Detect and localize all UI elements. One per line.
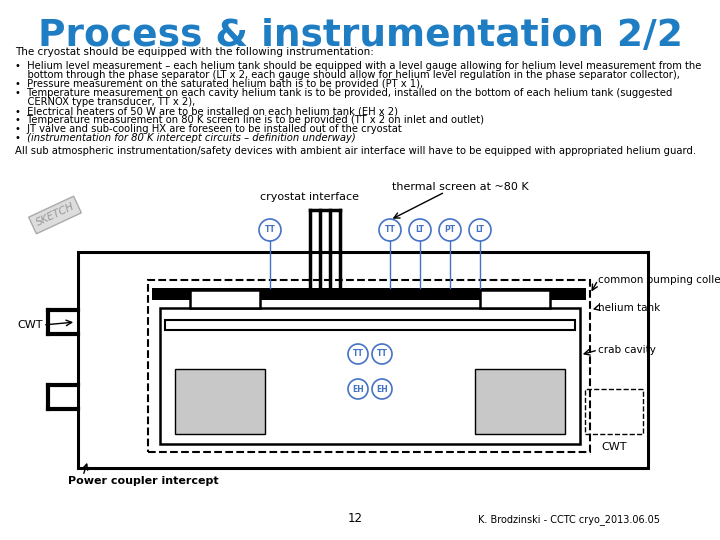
Text: PT: PT xyxy=(444,226,456,234)
Text: thermal screen at ~80 K: thermal screen at ~80 K xyxy=(392,182,528,192)
Text: TT: TT xyxy=(377,349,387,359)
Text: common pumping collector: common pumping collector xyxy=(598,275,720,285)
Text: EH: EH xyxy=(352,384,364,394)
Circle shape xyxy=(259,219,281,241)
Text: Power coupler intercept: Power coupler intercept xyxy=(68,476,219,486)
Circle shape xyxy=(372,344,392,364)
Bar xyxy=(190,290,260,308)
Text: •  Helium level measurement – each helium tank should be equipped with a level g: • Helium level measurement – each helium… xyxy=(15,61,701,71)
Text: CWT: CWT xyxy=(17,320,43,330)
Text: LT: LT xyxy=(415,226,425,234)
Bar xyxy=(148,280,590,452)
Text: 12: 12 xyxy=(348,512,362,525)
Text: Process & instrumentation 2/2: Process & instrumentation 2/2 xyxy=(37,18,683,54)
Text: LT: LT xyxy=(475,226,485,234)
Text: helium tank: helium tank xyxy=(598,303,660,313)
Bar xyxy=(585,389,643,434)
Text: CERNOX type transducer, TT x 2),: CERNOX type transducer, TT x 2), xyxy=(15,97,195,107)
Text: TT: TT xyxy=(384,226,395,234)
Text: K. Brodzinski - CCTC cryo_2013.06.05: K. Brodzinski - CCTC cryo_2013.06.05 xyxy=(478,514,660,525)
Circle shape xyxy=(348,379,368,399)
Circle shape xyxy=(409,219,431,241)
Text: CWT: CWT xyxy=(601,442,626,452)
Text: crab cavity: crab cavity xyxy=(598,345,656,355)
Bar xyxy=(165,320,575,330)
Circle shape xyxy=(439,219,461,241)
Text: •  (instrumentation for 80 K intercept circuits – definition underway): • (instrumentation for 80 K intercept ci… xyxy=(15,133,356,143)
Circle shape xyxy=(348,344,368,364)
Bar xyxy=(475,369,565,434)
Circle shape xyxy=(469,219,491,241)
Text: cryostat interface: cryostat interface xyxy=(261,192,359,202)
Text: All sub atmospheric instrumentation/safety devices with ambient air interface wi: All sub atmospheric instrumentation/safe… xyxy=(15,146,696,156)
Text: EH: EH xyxy=(376,384,388,394)
Bar xyxy=(152,288,586,300)
Circle shape xyxy=(379,219,401,241)
Bar xyxy=(78,252,648,468)
Circle shape xyxy=(372,379,392,399)
Text: •  Temperature measurement on each cavity helium tank is to be provided, install: • Temperature measurement on each cavity… xyxy=(15,88,672,98)
Text: TT: TT xyxy=(353,349,364,359)
Bar xyxy=(160,308,580,444)
Text: •  Temperature measurement on 80 K screen line is to be provided (TT x 2 on inle: • Temperature measurement on 80 K screen… xyxy=(15,115,484,125)
Text: bottom through the phase separator (LT x 2, each gauge should allow for helium l: bottom through the phase separator (LT x… xyxy=(15,70,680,80)
Text: •  Electrical heaters of 50 W are to be installed on each helium tank (EH x 2): • Electrical heaters of 50 W are to be i… xyxy=(15,106,398,116)
Text: SKETCH: SKETCH xyxy=(34,202,76,228)
Text: •  Pressure measurement on the saturated helium bath is to be provided (PT x 1),: • Pressure measurement on the saturated … xyxy=(15,79,423,89)
Text: TT: TT xyxy=(264,226,276,234)
Bar xyxy=(480,290,550,308)
Text: •  JT valve and sub-cooling HX are foreseen to be installed out of the cryostat: • JT valve and sub-cooling HX are forese… xyxy=(15,124,402,134)
Bar xyxy=(175,369,265,434)
Text: The cryostat should be equipped with the following instrumentation:: The cryostat should be equipped with the… xyxy=(15,47,374,57)
